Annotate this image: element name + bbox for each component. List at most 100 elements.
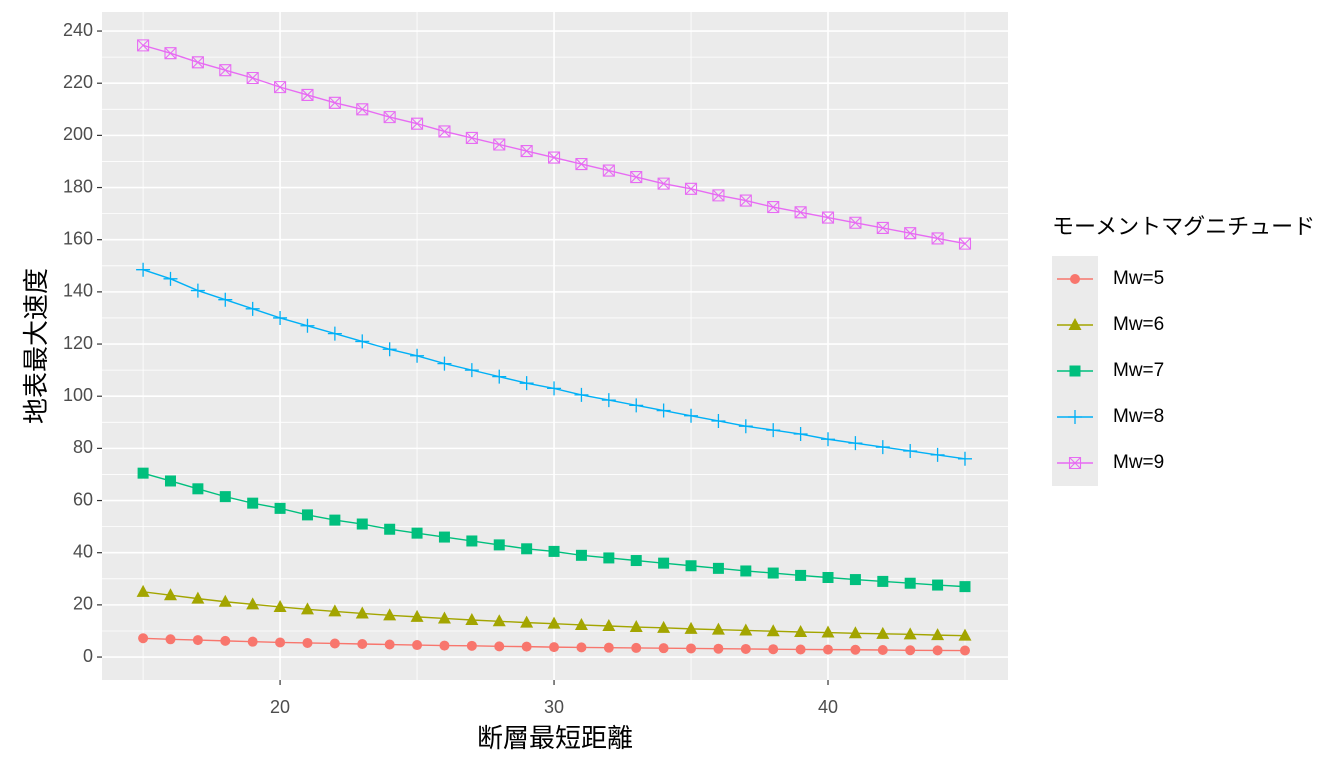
legend-key-symbol (1068, 318, 1082, 330)
point (576, 642, 587, 653)
point (466, 640, 477, 651)
point (959, 581, 971, 593)
point (547, 381, 562, 396)
point (849, 216, 862, 229)
point (738, 419, 753, 434)
point (601, 393, 616, 408)
point (218, 594, 232, 607)
point (492, 614, 506, 627)
legend-label: Mw=7 (1113, 360, 1164, 381)
point (740, 565, 752, 577)
point (164, 47, 177, 60)
point (932, 579, 944, 591)
point (766, 624, 780, 637)
point (274, 502, 286, 514)
point (439, 640, 450, 651)
point (768, 644, 779, 655)
point (437, 356, 452, 371)
y-tick-label: 220 (63, 72, 93, 92)
x-tick-label: 20 (270, 697, 290, 717)
point (300, 318, 315, 333)
point (137, 39, 150, 52)
point (329, 514, 341, 526)
point (301, 509, 313, 521)
legend-key-symbol (1068, 410, 1082, 424)
point (192, 483, 204, 495)
point (493, 138, 506, 151)
point (739, 623, 753, 636)
point (412, 640, 423, 651)
y-tick-label: 40 (73, 541, 93, 561)
point (904, 577, 916, 589)
point (658, 643, 669, 654)
y-tick-label: 120 (63, 333, 93, 353)
point (301, 88, 314, 101)
point (711, 413, 726, 428)
point (547, 151, 561, 164)
point (740, 643, 751, 654)
point (492, 369, 507, 384)
x-tick-label: 40 (818, 697, 838, 717)
point (438, 125, 451, 138)
legend-title: モーメントマグニチュード (1052, 214, 1315, 239)
point (794, 206, 807, 219)
point (657, 620, 671, 633)
point (957, 451, 972, 466)
point (355, 334, 370, 349)
point (220, 635, 231, 646)
point (192, 635, 203, 646)
point (767, 201, 780, 214)
point (521, 543, 533, 555)
point (191, 591, 205, 604)
point (903, 443, 918, 458)
point (273, 599, 287, 612)
point (603, 642, 614, 653)
point (712, 189, 725, 202)
legend-key-symbol (1069, 365, 1081, 377)
point (165, 634, 176, 645)
point (328, 604, 342, 617)
point (712, 562, 724, 574)
point (437, 611, 451, 624)
point (548, 545, 560, 557)
point (905, 645, 916, 656)
point (136, 262, 151, 277)
point (958, 628, 972, 641)
point (357, 639, 368, 650)
point (163, 271, 178, 286)
point (383, 111, 396, 124)
point (686, 643, 697, 654)
point (300, 602, 314, 615)
point (766, 423, 781, 438)
point (931, 628, 945, 641)
point (356, 103, 369, 116)
point (384, 523, 396, 535)
y-tick-label: 180 (63, 176, 93, 196)
point (602, 619, 616, 632)
legend-label: Mw=8 (1113, 406, 1164, 427)
point (930, 447, 945, 462)
point (876, 626, 890, 639)
x-axis-title: 断層最短距離 (477, 723, 633, 753)
point (849, 574, 861, 586)
point (355, 606, 369, 619)
point (275, 637, 286, 648)
y-axis-title: 地表最大速度 (21, 268, 51, 424)
point (329, 638, 340, 649)
point (164, 475, 176, 487)
point (547, 616, 561, 629)
point (877, 575, 889, 587)
point (438, 531, 450, 543)
point (410, 609, 424, 622)
y-tick-label: 60 (73, 489, 93, 509)
point (273, 310, 288, 325)
point (574, 387, 589, 402)
y-tick-label: 200 (63, 124, 93, 144)
point (630, 555, 642, 567)
point (657, 177, 670, 190)
point (821, 211, 835, 224)
point (684, 408, 699, 423)
point (877, 645, 888, 656)
point (190, 283, 205, 298)
point (575, 158, 588, 171)
